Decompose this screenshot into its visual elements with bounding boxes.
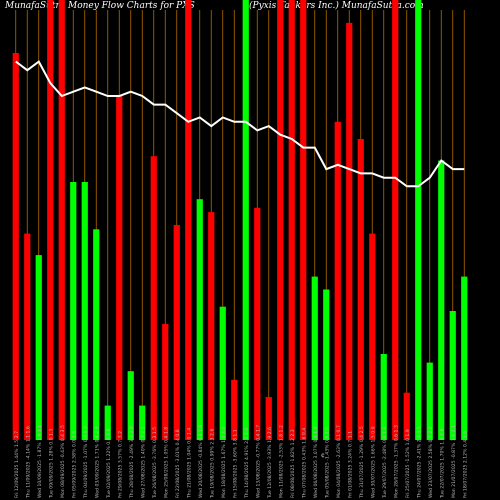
bar	[24, 233, 31, 440]
bar	[426, 362, 433, 440]
x-tick-label: Tue 12/08/2025 -3.93% 1.9 2.6	[267, 427, 273, 499]
bar	[403, 392, 410, 440]
bar	[311, 276, 318, 440]
x-tick-label: Mon 28/07/2025 -1.37% 0.6 1.3	[393, 425, 399, 498]
bar	[93, 229, 100, 440]
x-tick-label: Thu 31/07/2025 -1.29% 0.4 2.5	[359, 426, 365, 499]
x-tick-label: Thu 21/08/2025 1.04% 0.0 1.4	[186, 428, 192, 499]
bar	[219, 306, 226, 440]
bar	[461, 276, 468, 440]
bar	[70, 182, 77, 440]
center-mark: ¢	[321, 452, 325, 459]
bar	[35, 255, 42, 440]
bar	[334, 121, 341, 441]
bar	[162, 323, 169, 440]
bar	[12, 53, 19, 440]
x-tick-label: Tue 22/07/2025 1.70% 1.6 2.6	[439, 429, 445, 499]
money-flow-line	[15, 60, 465, 188]
bar	[265, 397, 272, 440]
bar	[81, 182, 88, 440]
x-tick-label: Mon 25/08/2025 1.05% 0.4 1.8	[163, 427, 169, 498]
x-tick-label: Wed 23/07/2025 2.58% 0.5 2.2	[428, 426, 434, 498]
bar	[288, 0, 295, 440]
bar-series	[12, 0, 468, 441]
bar	[346, 22, 353, 441]
x-tick-label: Mon 18/08/2025 1.67% 1.0 3.4	[221, 427, 227, 498]
bar	[208, 212, 215, 440]
x-tick-label: Thu 07/08/2025 0.43% 1.6 0.4	[301, 428, 307, 499]
x-tick-label: Thu 24/07/2025 -2.41% 2.4 3.5	[416, 426, 422, 499]
x-tick-label: Wed 10/09/2025 -1.87% 1.9 1.1	[37, 425, 43, 498]
x-tick-label: Thu 11/09/2025 -4.14% 1.1 1.6	[25, 426, 31, 499]
x-tick-label: Fri 22/08/2025 -3.01% 0.4 0.8	[175, 429, 181, 498]
x-tick-label: Fri 18/07/2025 2.12% 0.4 1.6	[462, 431, 468, 498]
bar	[231, 379, 238, 440]
x-tick-label: Tue 02/09/2025 1.22% 0.0 3.6	[106, 429, 112, 499]
x-tick-label: Wed 13/08/2025 -0.77% 0.4 1.7	[255, 425, 261, 498]
x-tick-label: Mon 11/08/2025 -2.53% 1.8 1.2	[278, 425, 284, 498]
bar	[380, 354, 387, 440]
x-tick-label: Wed 06/08/2025 3.07% 0.4 1.0	[313, 426, 319, 498]
x-tick-label: Fri 05/09/2025 2.58% 0.0 2.6	[71, 431, 77, 498]
x-tick-label: Thu 14/08/2025 4.91% 2.1 2.0	[244, 428, 250, 499]
x-tick-label: Mon 04/08/2025 -2.63% 0.1 0.7	[336, 425, 342, 498]
x-tick-label: Fri 15/08/2025 -3.60% 3.8 1.1	[232, 429, 238, 498]
bar	[392, 0, 399, 440]
bar	[323, 289, 330, 440]
x-tick-labels: Fri 12/09/2025 1.44% 1.5 2.7 Thu 11/09/20…	[14, 425, 469, 499]
x-tick-label: Tue 29/07/2025 -2.48% 0.0 1.3	[382, 427, 388, 499]
bar	[104, 405, 111, 440]
bar	[449, 311, 456, 440]
bar	[139, 405, 146, 440]
x-tick-label: Tue 05/08/2025 -1.43% 0.8 2.0	[324, 427, 330, 499]
bar	[58, 0, 65, 440]
bar	[300, 0, 307, 440]
x-tick-label: Tue 19/08/2025 0.99% 2.3 2.6	[209, 429, 215, 499]
bar	[127, 371, 134, 440]
x-tick-label: Mon 21/07/2025 -0.87% 1.6 2.1	[451, 425, 457, 498]
bar	[254, 207, 261, 440]
bar	[369, 233, 376, 440]
bar	[173, 225, 180, 440]
x-tick-label: Fri 29/08/2025 3.57% 0.7 3.2	[117, 431, 123, 498]
x-tick-label: Wed 27/08/2025 1.40% 0.7 2.1	[140, 426, 146, 498]
x-tick-label: Thu 04/09/2025 -1.07% 0.0 1.3	[83, 426, 89, 499]
x-tick-label: Fri 25/07/2025 -1.52% 1.0 1.9	[405, 429, 411, 498]
chart-title-right: (Pyxis Tankers Inc.) MunafaSutra.com	[249, 1, 424, 11]
x-tick-label: Wed 30/07/2025 1.66% 1.5 0.9	[370, 426, 376, 498]
x-tick-label: Fri 12/09/2025 1.44% 1.5 2.7	[14, 431, 20, 498]
bar	[185, 0, 192, 440]
x-tick-label: Wed 20/08/2025 -0.84% 0.4 1.9	[198, 425, 204, 498]
x-tick-label: Tue 26/08/2025 -3.76% 0.3 1.5	[152, 427, 158, 499]
x-tick-label: Fri 01/08/2025 3.24% 0.7 1.1	[347, 431, 353, 498]
chart-title-left: MunafaSutra Money Flow Charts for PXS	[5, 1, 195, 11]
bar	[277, 0, 284, 440]
bar	[47, 0, 54, 440]
bar	[116, 96, 123, 440]
bar	[196, 199, 203, 440]
bar	[357, 139, 364, 440]
x-tick-label: Mon 08/09/2025 -0.43% 0.4 3.5	[60, 425, 66, 498]
x-tick-label: Tue 09/09/2025 1.28% 0.0 1.3	[48, 429, 54, 499]
x-tick-label: Fri 08/08/2025 -1.82% 1.2 2.3	[290, 429, 296, 498]
x-tick-label: Wed 03/09/2025 1.71% 0.4 2.0	[94, 426, 100, 498]
bar	[242, 0, 249, 440]
x-tick-label: Thu 28/08/2025 -2.49% 3.8 2.0	[129, 426, 135, 499]
bar	[415, 0, 422, 440]
bar	[438, 160, 445, 440]
bar	[150, 156, 157, 440]
